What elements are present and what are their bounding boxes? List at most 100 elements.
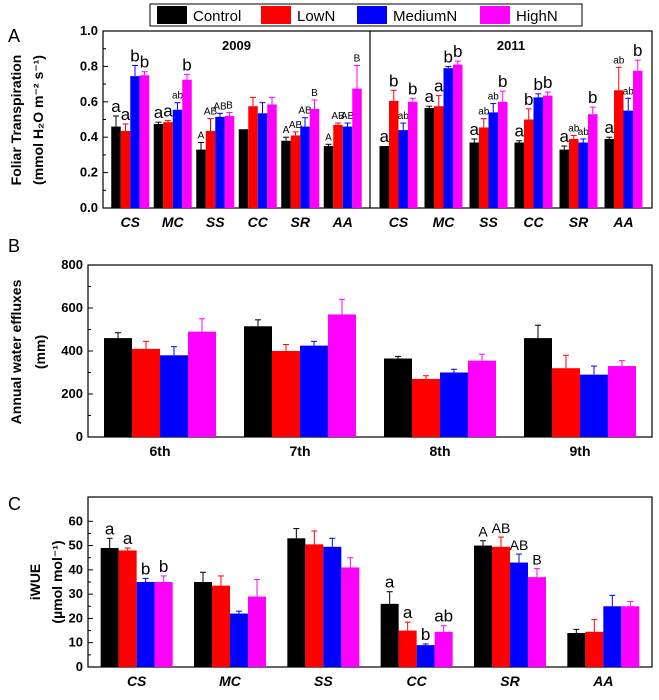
- bar-lown-ss: [205, 131, 216, 208]
- significance-label: a: [380, 127, 390, 146]
- legend-swatch-lown: [261, 6, 291, 24]
- bar-control-cc: [238, 129, 249, 208]
- category-label-cc: CC: [407, 673, 428, 689]
- bar-control-7th: [244, 326, 272, 437]
- y-axis-label-line2: (mmol H₂O m⁻² s⁻¹): [30, 55, 46, 185]
- bar-mediumn-cc: [533, 97, 543, 208]
- category-label-mc: MC: [433, 214, 456, 230]
- y-tick-label: 0: [76, 429, 83, 444]
- bar-highn-cs: [139, 75, 150, 208]
- y-axis-label-line1: Annual water effluxes: [8, 279, 24, 424]
- panel-letter-a: A: [8, 26, 20, 46]
- significance-label: b: [534, 75, 543, 94]
- bar-control-mc: [424, 107, 434, 208]
- bar-mediumn-cc: [257, 113, 268, 208]
- bar-control-cs: [100, 548, 119, 667]
- y-axis-label-line2: (µmol mol⁻¹): [49, 540, 65, 623]
- bar-mediumn-cs: [398, 130, 408, 208]
- significance-label: b: [444, 47, 453, 66]
- significance-label: b: [389, 71, 398, 90]
- significance-label: a: [470, 120, 480, 139]
- bar-control-ss: [287, 538, 306, 667]
- bar-lown-aa: [585, 631, 604, 667]
- bar-lown-mc: [212, 585, 230, 667]
- significance-label: a: [385, 573, 395, 592]
- bar-lown-9th: [552, 368, 580, 437]
- y-axis-label-line2: (mm): [32, 335, 48, 369]
- bar-control-mc: [194, 582, 212, 667]
- bar-highn-ss: [341, 567, 360, 667]
- y-tick-label: 200: [61, 386, 83, 401]
- significance-label: b: [130, 47, 139, 66]
- bar-lown-sr: [569, 138, 579, 208]
- panel-letter-c: C: [8, 494, 21, 514]
- significance-label: A: [283, 125, 290, 136]
- significance-label: ab: [398, 111, 410, 122]
- y-tick-label: 10: [69, 635, 83, 650]
- bar-mediumn-sr: [578, 142, 588, 208]
- category-label-ss: SS: [206, 214, 225, 230]
- significance-label: b: [421, 625, 430, 644]
- bar-lown-mc: [163, 122, 173, 208]
- y-axis-label-line1: Foliar Transpiration: [8, 55, 24, 186]
- significance-label: ab: [488, 92, 500, 103]
- category-label-9th: 9th: [570, 443, 591, 459]
- bar-highn-cc: [434, 631, 453, 667]
- significance-label: A: [198, 131, 205, 142]
- bar-control-ss: [469, 142, 479, 208]
- bar-highn-mc: [248, 596, 266, 667]
- bar-highn-aa: [352, 88, 362, 208]
- category-label-sr: SR: [500, 673, 520, 689]
- bar-mediumn-mc: [230, 613, 248, 667]
- significance-label: AB: [298, 106, 312, 117]
- y-tick-label: 0: [76, 659, 83, 674]
- significance-label: b: [408, 79, 417, 98]
- bar-lown-ss: [479, 127, 489, 208]
- bar-mediumn-aa: [623, 110, 633, 208]
- bar-lown-aa: [614, 90, 624, 208]
- bar-highn-sr: [309, 108, 320, 208]
- significance-label: b: [588, 88, 597, 107]
- category-label-7th: 7th: [290, 443, 311, 459]
- category-label-ss: SS: [479, 214, 498, 230]
- significance-label: B: [226, 100, 233, 111]
- significance-label: ab: [172, 91, 184, 102]
- significance-label: a: [434, 77, 444, 96]
- bar-highn-sr: [528, 577, 546, 667]
- bar-lown-6th: [132, 348, 160, 437]
- significance-label: b: [182, 55, 191, 74]
- legend-swatch-control: [157, 6, 187, 24]
- category-label-cs: CS: [121, 214, 141, 230]
- y-tick-label: 0.0: [80, 200, 98, 215]
- panel-b-annual-water-effluxes: 0 200 400 600 800 6th 7th 8th 9th Annual water ef…: [8, 257, 653, 459]
- bar-highn-cs: [154, 582, 173, 667]
- legend-label-lown: LowN: [297, 8, 335, 25]
- bar-lown-aa: [333, 124, 343, 208]
- bar-lown-sr: [492, 546, 510, 667]
- bar-mediumn-mc: [172, 109, 183, 208]
- bar-control-cs: [111, 126, 121, 208]
- y-tick-label: 800: [61, 257, 83, 272]
- significance-label: b: [140, 53, 149, 72]
- significance-label: b: [524, 90, 533, 109]
- bar-mediumn-9th: [580, 374, 608, 437]
- legend-swatch-mediumn: [357, 6, 387, 24]
- significance-label: B: [311, 88, 318, 99]
- bar-control-sr: [474, 545, 492, 667]
- bar-control-cs: [379, 146, 389, 208]
- bar-mediumn-mc: [443, 68, 453, 208]
- significance-label: AB: [204, 107, 218, 118]
- significance-label: a: [403, 603, 413, 622]
- bar-lown-cc: [398, 630, 417, 667]
- y-tick-label: 40: [69, 562, 83, 577]
- significance-label: b: [159, 557, 168, 576]
- category-label-cc: CC: [248, 214, 269, 230]
- y-tick-label: 0.6: [80, 94, 98, 109]
- bar-lown-8th: [412, 378, 440, 437]
- y-axis-label-line1: iWUE: [27, 564, 43, 601]
- category-label-8th: 8th: [430, 443, 451, 459]
- bar-highn-cc: [267, 104, 277, 208]
- significance-label: a: [425, 87, 435, 106]
- bar-mediumn-7th: [300, 345, 328, 437]
